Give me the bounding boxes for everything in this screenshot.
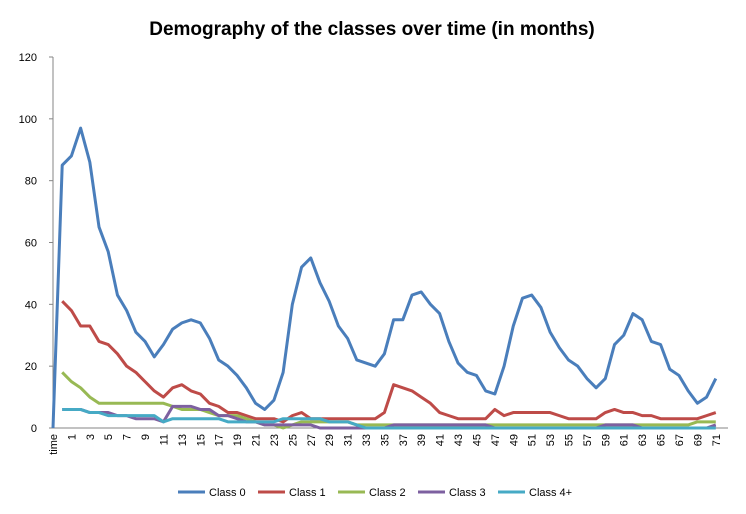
x-tick-label: 61: [619, 434, 631, 446]
x-tick-label: 29: [324, 434, 336, 446]
x-tick-label: 69: [692, 434, 704, 446]
legend-label: Class 4+: [529, 487, 572, 499]
series-line: [61, 300, 717, 424]
x-tick-label: 71: [711, 434, 723, 446]
x-tick-label: 1: [66, 434, 78, 440]
y-tick-label: 80: [25, 176, 37, 188]
y-tick-label: 0: [31, 423, 37, 435]
x-tick-label: 15: [195, 434, 207, 446]
y-tick-label: 100: [19, 114, 37, 126]
x-tick-label: 27: [306, 434, 318, 446]
x-tick-label: 53: [545, 434, 557, 446]
x-tick-label: 11: [158, 434, 170, 445]
series-line: [62, 404, 717, 430]
x-tick-label: 63: [637, 434, 649, 446]
series-line: [62, 407, 716, 430]
y-tick-label: 40: [25, 299, 37, 311]
x-tick-label: 41: [435, 434, 447, 446]
x-tick-label: 57: [582, 434, 594, 446]
x-tick-label: 21: [251, 434, 263, 446]
y-tick-label: 20: [25, 361, 37, 373]
x-tick-label: 17: [214, 434, 226, 446]
x-tick-label: 45: [471, 434, 483, 446]
y-tick-label: 60: [25, 238, 37, 250]
y-tick-label: 120: [19, 52, 37, 64]
x-tick-label: 33: [361, 434, 373, 446]
x-tick-label: 23: [269, 434, 281, 446]
x-tick-label: 51: [527, 434, 539, 446]
x-tick-label: 31: [343, 434, 355, 446]
legend-label: Class 1: [289, 487, 326, 499]
x-tick-label: 9: [140, 434, 152, 440]
x-tick-label: 35: [379, 434, 391, 446]
x-tick-label: 43: [453, 434, 465, 446]
x-tick-label: 39: [416, 434, 428, 446]
chart-title: Demography of the classes over time (in …: [149, 19, 595, 40]
legend-label: Class 0: [209, 487, 246, 499]
x-tick-label: 65: [656, 434, 668, 446]
legend-label: Class 3: [449, 487, 486, 499]
x-tick-label: 37: [398, 434, 410, 446]
x-tick-label: 49: [508, 434, 520, 446]
x-tick-label: 19: [232, 434, 244, 446]
x-tick-label: 55: [564, 434, 576, 446]
x-tick-label: time: [48, 434, 60, 455]
legend-label: Class 2: [369, 487, 406, 499]
x-tick-label: 3: [85, 434, 97, 440]
x-tick-label: 59: [600, 434, 612, 446]
x-tick-label: 25: [287, 434, 299, 446]
x-tick-label: 5: [103, 434, 115, 440]
x-tick-label: 67: [674, 434, 686, 446]
x-tick-label: 13: [177, 434, 189, 446]
x-tick-label: 7: [122, 434, 134, 440]
series-line: [51, 126, 718, 429]
x-tick-label: 47: [490, 434, 502, 446]
